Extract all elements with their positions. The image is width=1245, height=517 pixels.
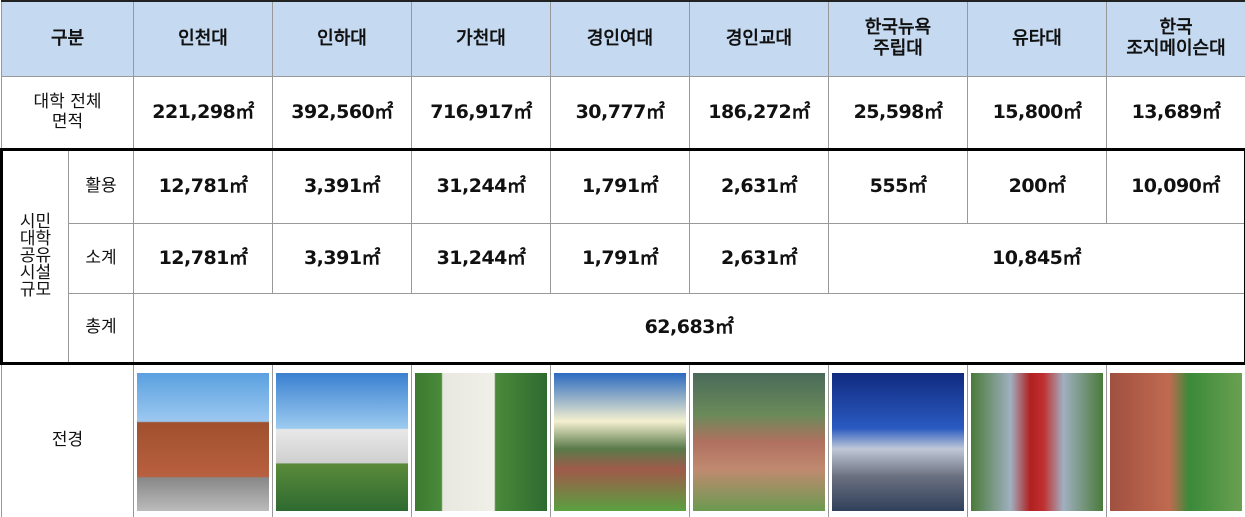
row-label: 활용 xyxy=(69,150,134,224)
header-cell: 인하대 xyxy=(273,1,412,77)
comparison-table: 구분 인천대 인하대 가천대 경인여대 경인교대 한국뉴욕 주립대 유타대 한국… xyxy=(0,0,1245,517)
header-cell: 구분 xyxy=(2,1,134,77)
photo xyxy=(693,373,825,511)
cell: 25,598㎡ xyxy=(829,77,968,150)
header-cell: 한국 조지메이슨대 xyxy=(1107,1,1245,77)
cell: 555㎡ xyxy=(829,150,968,224)
total-row: 총계 62,683㎡ xyxy=(2,294,1245,364)
photo xyxy=(971,373,1103,511)
row-label: 대학 전체 면적 xyxy=(2,77,134,150)
photo-row: 전경 xyxy=(2,364,1245,517)
cell: 3,391㎡ xyxy=(273,224,412,294)
row-label: 총계 xyxy=(69,294,134,364)
photo-cell xyxy=(134,364,273,517)
cell: 392,560㎡ xyxy=(273,77,412,150)
page: 구분 인천대 인하대 가천대 경인여대 경인교대 한국뉴욕 주립대 유타대 한국… xyxy=(0,0,1245,517)
header-cell: 가천대 xyxy=(412,1,551,77)
subtotal-row: 소계 12,781㎡ 3,391㎡ 31,244㎡ 1,791㎡ 2,631㎡ … xyxy=(2,224,1245,294)
photo xyxy=(137,373,269,511)
photo-cell xyxy=(968,364,1107,517)
photo xyxy=(1110,373,1242,511)
photo xyxy=(832,373,964,511)
cell: 31,244㎡ xyxy=(412,150,551,224)
cell: 716,917㎡ xyxy=(412,77,551,150)
cell: 2,631㎡ xyxy=(690,150,829,224)
photo xyxy=(554,373,686,511)
cell: 1,791㎡ xyxy=(551,224,690,294)
header-cell: 경인여대 xyxy=(551,1,690,77)
total-area-row: 대학 전체 면적 221,298㎡ 392,560㎡ 716,917㎡ 30,7… xyxy=(2,77,1245,150)
header-cell: 인천대 xyxy=(134,1,273,77)
cell: 3,391㎡ xyxy=(273,150,412,224)
row-label: 전경 xyxy=(2,364,134,517)
cell: 31,244㎡ xyxy=(412,224,551,294)
photo-cell xyxy=(273,364,412,517)
cell: 10,845㎡ xyxy=(829,224,1245,294)
group-label: 시민 대학 공유 시설 규모 xyxy=(2,150,69,364)
photo-cell xyxy=(829,364,968,517)
header-cell: 한국뉴욕 주립대 xyxy=(829,1,968,77)
photo-cell xyxy=(551,364,690,517)
cell: 15,800㎡ xyxy=(968,77,1107,150)
row-label: 소계 xyxy=(69,224,134,294)
photo-cell xyxy=(1107,364,1245,517)
cell: 12,781㎡ xyxy=(134,224,273,294)
cell: 221,298㎡ xyxy=(134,77,273,150)
cell: 186,272㎡ xyxy=(690,77,829,150)
cell: 12,781㎡ xyxy=(134,150,273,224)
cell: 2,631㎡ xyxy=(690,224,829,294)
header-row: 구분 인천대 인하대 가천대 경인여대 경인교대 한국뉴욕 주립대 유타대 한국… xyxy=(2,1,1245,77)
photo xyxy=(415,373,547,511)
cell: 30,777㎡ xyxy=(551,77,690,150)
header-cell: 유타대 xyxy=(968,1,1107,77)
cell: 13,689㎡ xyxy=(1107,77,1245,150)
cell: 1,791㎡ xyxy=(551,150,690,224)
photo-cell xyxy=(690,364,829,517)
usage-row: 시민 대학 공유 시설 규모 활용 12,781㎡ 3,391㎡ 31,244㎡… xyxy=(2,150,1245,224)
cell: 62,683㎡ xyxy=(134,294,1245,364)
cell: 200㎡ xyxy=(968,150,1107,224)
photo-cell xyxy=(412,364,551,517)
cell: 10,090㎡ xyxy=(1107,150,1245,224)
photo xyxy=(276,373,408,511)
header-cell: 경인교대 xyxy=(690,1,829,77)
